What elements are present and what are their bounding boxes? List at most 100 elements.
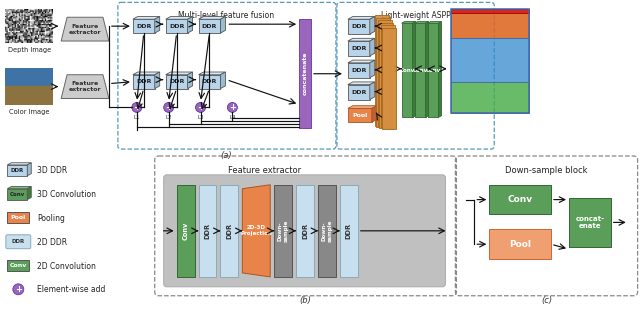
Text: DDR: DDR: [227, 223, 232, 239]
Text: DDR: DDR: [12, 239, 25, 244]
Text: Conv: Conv: [412, 68, 428, 73]
Polygon shape: [428, 22, 442, 23]
Bar: [569, 197, 611, 247]
Polygon shape: [198, 17, 225, 19]
Polygon shape: [426, 22, 429, 117]
Polygon shape: [198, 19, 220, 33]
Text: Light-weight ASPP: Light-weight ASPP: [381, 11, 451, 20]
Text: DDR: DDR: [346, 223, 352, 239]
Text: Feature
extractor: Feature extractor: [68, 81, 101, 92]
Bar: [451, 38, 529, 82]
Polygon shape: [155, 72, 160, 89]
Polygon shape: [188, 72, 193, 89]
Text: DDR: DDR: [202, 24, 217, 29]
Polygon shape: [28, 187, 31, 200]
Bar: [375, 15, 388, 126]
Polygon shape: [348, 82, 375, 85]
Bar: [489, 185, 551, 214]
Text: DDR: DDR: [169, 79, 184, 84]
Bar: [318, 185, 336, 277]
Text: Conv: Conv: [426, 68, 440, 73]
Polygon shape: [370, 38, 375, 56]
Text: +: +: [197, 103, 204, 112]
Text: Conv: Conv: [182, 222, 189, 240]
Text: Pool: Pool: [509, 240, 531, 249]
Text: Conv: Conv: [10, 192, 25, 197]
Polygon shape: [8, 187, 31, 189]
Bar: [299, 19, 311, 128]
Text: DDR: DDR: [205, 223, 211, 239]
Bar: [451, 82, 529, 113]
Polygon shape: [372, 106, 377, 122]
Text: Pooling: Pooling: [37, 214, 65, 223]
Text: DDR: DDR: [136, 79, 152, 84]
Polygon shape: [348, 109, 372, 122]
Text: L2: L2: [165, 115, 172, 120]
Polygon shape: [133, 75, 155, 89]
Text: 2D DDR: 2D DDR: [37, 238, 67, 247]
Polygon shape: [133, 17, 160, 19]
Text: Feature
extractor: Feature extractor: [68, 24, 101, 35]
Text: Multi-level feature fusion: Multi-level feature fusion: [179, 11, 275, 20]
Polygon shape: [348, 17, 375, 19]
Text: +: +: [165, 103, 172, 112]
Polygon shape: [220, 72, 225, 89]
Text: DDR: DDR: [351, 46, 367, 51]
Text: DDR: DDR: [11, 168, 24, 173]
Text: DDR: DDR: [136, 24, 152, 29]
Polygon shape: [133, 19, 155, 33]
Bar: [382, 28, 396, 129]
Polygon shape: [415, 22, 429, 23]
Text: +: +: [229, 103, 236, 112]
Polygon shape: [188, 17, 193, 33]
Text: 3D DDR: 3D DDR: [37, 166, 67, 175]
Text: DDR: DDR: [351, 90, 367, 95]
Text: concatenate: concatenate: [303, 52, 308, 95]
FancyBboxPatch shape: [164, 175, 445, 287]
Text: Element-wise add: Element-wise add: [37, 285, 106, 294]
Polygon shape: [438, 22, 442, 117]
Text: 3D Convolution: 3D Convolution: [37, 190, 96, 199]
Bar: [380, 23, 393, 128]
Polygon shape: [428, 23, 438, 117]
Polygon shape: [61, 17, 109, 41]
Bar: [376, 18, 390, 127]
Polygon shape: [198, 72, 225, 75]
Text: (b): (b): [300, 296, 312, 305]
Polygon shape: [348, 60, 375, 63]
Text: Down-
sample: Down- sample: [278, 220, 289, 242]
Polygon shape: [8, 165, 28, 176]
Polygon shape: [348, 38, 375, 41]
Text: concat-
enate: concat- enate: [575, 216, 604, 229]
Text: Down-sample block: Down-sample block: [505, 166, 588, 175]
Circle shape: [227, 102, 237, 112]
Bar: [274, 185, 292, 277]
Text: Feature extractor: Feature extractor: [228, 166, 301, 175]
Polygon shape: [166, 19, 188, 33]
Bar: [198, 185, 216, 277]
Text: (a): (a): [221, 151, 232, 160]
Polygon shape: [348, 63, 370, 78]
Text: DDR: DDR: [351, 68, 367, 73]
Polygon shape: [166, 75, 188, 89]
Polygon shape: [348, 106, 377, 109]
Bar: [340, 185, 358, 277]
Polygon shape: [348, 41, 370, 56]
Bar: [381, 25, 395, 128]
Bar: [451, 9, 529, 13]
Polygon shape: [402, 22, 415, 23]
Circle shape: [164, 102, 173, 112]
Polygon shape: [198, 75, 220, 89]
Bar: [177, 185, 195, 277]
Text: +: +: [15, 285, 22, 294]
Polygon shape: [61, 75, 109, 99]
Polygon shape: [155, 17, 160, 33]
Polygon shape: [8, 163, 31, 165]
Circle shape: [13, 284, 24, 295]
Polygon shape: [370, 60, 375, 78]
Polygon shape: [415, 23, 426, 117]
Text: Conv: Conv: [10, 263, 27, 268]
Text: L4: L4: [229, 115, 236, 120]
Text: Pool: Pool: [11, 216, 26, 221]
Text: L1: L1: [134, 115, 140, 120]
